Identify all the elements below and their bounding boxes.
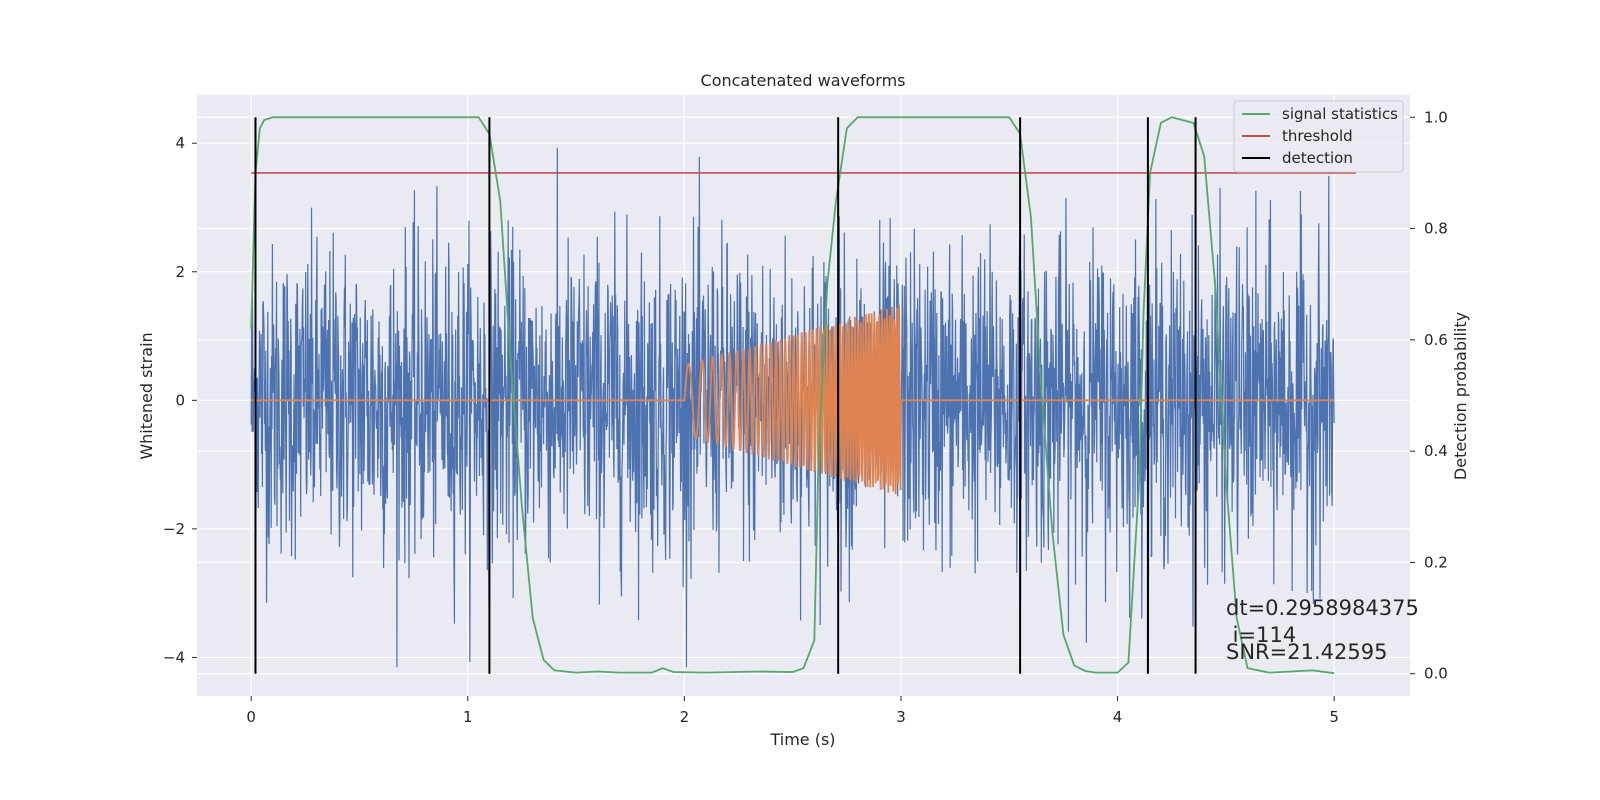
legend-box xyxy=(1233,100,1404,173)
legend-label-signal-statistics: signal statistics xyxy=(1282,105,1398,123)
y-right-tick-label: 0.8 xyxy=(1424,220,1448,238)
template-series xyxy=(251,304,1335,495)
annotation-dt: dt=0.2958984375 xyxy=(1226,596,1419,620)
y-right-tick-label: 0.0 xyxy=(1424,665,1448,683)
legend-label-detection: detection xyxy=(1282,149,1353,167)
x-axis-label: Time (s) xyxy=(769,730,835,749)
y-right-tick-label: 0.4 xyxy=(1424,442,1448,460)
x-axis-ticks: 0 1 2 3 4 5 xyxy=(246,696,1339,726)
detection-lines xyxy=(254,117,1197,674)
x-tick-label: 5 xyxy=(1329,708,1339,726)
annotation-snr: SNR=21.42595 xyxy=(1226,640,1387,664)
x-tick-label: 2 xyxy=(680,708,690,726)
x-tick-label: 4 xyxy=(1113,708,1123,726)
annotation-index: i=114 xyxy=(1226,623,1296,647)
y-axis-right-label: Detection probability xyxy=(1451,312,1470,480)
signal-statistics-line xyxy=(250,116,1335,675)
y-left-tick-label: 2 xyxy=(175,263,185,281)
y-right-tick-label: 1.0 xyxy=(1424,108,1448,126)
y-left-tick-label: −2 xyxy=(163,520,185,538)
y-left-tick-label: 0 xyxy=(175,391,185,409)
y-right-tick-label: 0.2 xyxy=(1424,553,1448,571)
y-left-tick-label: 4 xyxy=(175,134,185,152)
signal-statistics-series xyxy=(250,116,1335,675)
x-tick-label: 0 xyxy=(246,708,256,726)
x-tick-label: 3 xyxy=(896,708,906,726)
legend-label-threshold: threshold xyxy=(1282,127,1353,145)
x-tick-label: 1 xyxy=(463,708,473,726)
chart-title: Concatenated waveforms xyxy=(701,71,906,90)
y-axis-left-ticks: −4 −2 0 2 4 xyxy=(163,134,197,666)
y-axis-right-ticks: 0.0 0.2 0.4 0.6 0.8 1.0 xyxy=(1410,108,1448,683)
y-right-tick-label: 0.6 xyxy=(1424,331,1448,349)
legend: signal statistics threshold detection xyxy=(1233,100,1404,173)
y-axis-left-label: Whitened strain xyxy=(137,332,156,459)
template-line xyxy=(251,304,1335,495)
y-left-tick-label: −4 xyxy=(163,648,185,666)
